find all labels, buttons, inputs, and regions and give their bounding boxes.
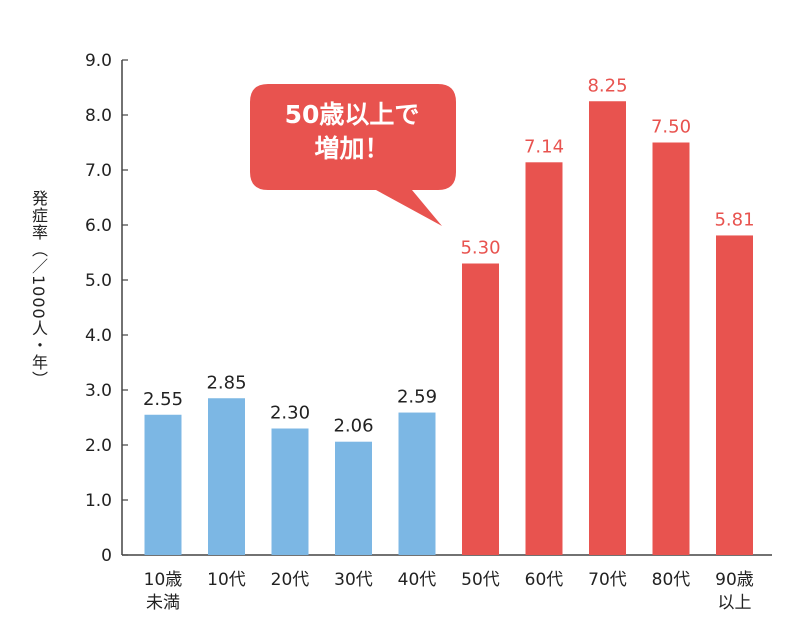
x-tick-label-4: 40代 [398, 570, 437, 590]
value-label-4: 2.59 [397, 387, 437, 408]
y-tick-label: 1.0 [85, 491, 112, 511]
annotation-line-2: 増加！ [314, 134, 390, 163]
value-label-8: 7.50 [651, 117, 691, 138]
x-tick-label-3: 30代 [334, 570, 373, 590]
y-tick-label: 2.0 [85, 436, 112, 456]
x-tick-label-0-line2: 未満 [146, 593, 180, 613]
y-tick-label: 0 [101, 546, 112, 566]
value-label-9: 5.81 [714, 209, 754, 230]
y-tick-label: 6.0 [85, 216, 112, 236]
y-tick-label: 9.0 [85, 51, 112, 71]
bar-8 [652, 142, 690, 555]
x-tick-label-9-line1: 90歳 [715, 570, 754, 590]
value-label-1: 2.85 [206, 372, 246, 393]
annotation-text: 50歳以上で 増加！ [248, 98, 456, 166]
x-tick-label-6: 60代 [525, 570, 564, 590]
value-label-2: 2.30 [270, 403, 310, 424]
y-tick-label: 8.0 [85, 106, 112, 126]
bar-6 [525, 162, 563, 556]
chart-bars [144, 101, 753, 556]
value-label-6: 7.14 [524, 136, 564, 157]
y-tick-label: 7.0 [85, 161, 112, 181]
x-tick-label-8: 80代 [652, 570, 691, 590]
annotation-line-1: 50歳以上で [284, 100, 420, 129]
bar-2 [271, 428, 309, 555]
bar-1 [208, 398, 245, 555]
bar-9 [716, 235, 753, 555]
bar-0 [144, 414, 182, 555]
bar-4 [398, 412, 436, 555]
y-tick-label: 5.0 [85, 271, 112, 291]
chart-axes: 0 1.0 2.0 3.0 4.0 5.0 6.0 7.0 8.0 9.0 [85, 51, 772, 566]
x-tick-label-0-line1: 10歳 [144, 570, 183, 590]
y-axis-label: 発症率（／1000人・年） [29, 190, 48, 388]
x-tick-label-7: 70代 [588, 570, 627, 590]
x-tick-label-5: 50代 [461, 570, 500, 590]
y-tick-label: 4.0 [85, 326, 112, 346]
x-tick-label-9-line2: 以上 [718, 593, 752, 613]
x-tick-label-2: 20代 [271, 570, 310, 590]
annotation-callout [250, 84, 456, 226]
bar-7 [589, 101, 626, 555]
bar-3 [335, 441, 372, 555]
value-label-7: 8.25 [587, 75, 627, 96]
bar-5 [462, 263, 499, 555]
x-tick-label-1: 10代 [207, 570, 246, 590]
value-label-3: 2.06 [333, 416, 373, 437]
value-label-0: 2.55 [143, 389, 183, 410]
y-tick-label: 3.0 [85, 381, 112, 401]
value-label-5: 5.30 [460, 238, 500, 259]
